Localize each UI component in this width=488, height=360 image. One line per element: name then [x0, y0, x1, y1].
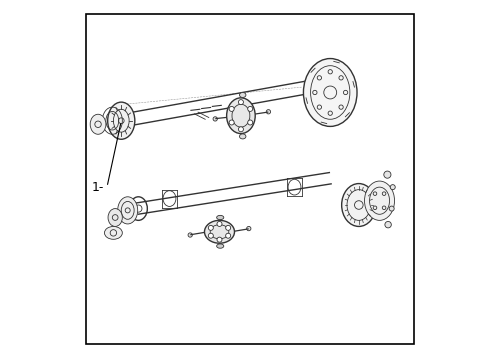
Circle shape — [247, 107, 252, 111]
Circle shape — [213, 117, 217, 121]
Text: 1-: 1- — [92, 181, 104, 194]
Circle shape — [238, 100, 243, 105]
Ellipse shape — [226, 98, 255, 134]
Ellipse shape — [239, 93, 245, 98]
Circle shape — [247, 120, 252, 125]
Circle shape — [389, 185, 394, 190]
Circle shape — [384, 221, 390, 228]
Circle shape — [229, 120, 234, 125]
Ellipse shape — [303, 59, 356, 126]
Circle shape — [225, 233, 230, 238]
Ellipse shape — [90, 114, 106, 134]
Ellipse shape — [364, 181, 394, 220]
Circle shape — [208, 233, 213, 238]
Ellipse shape — [108, 208, 122, 226]
Circle shape — [217, 221, 222, 226]
Circle shape — [229, 107, 234, 111]
Ellipse shape — [341, 184, 375, 226]
Ellipse shape — [118, 197, 138, 224]
Circle shape — [266, 110, 270, 114]
Circle shape — [208, 225, 213, 230]
Ellipse shape — [204, 220, 234, 243]
Circle shape — [217, 237, 222, 242]
Circle shape — [383, 171, 390, 178]
Ellipse shape — [239, 134, 245, 139]
Circle shape — [388, 206, 393, 211]
Circle shape — [238, 127, 243, 132]
Ellipse shape — [104, 226, 122, 239]
Circle shape — [246, 226, 250, 231]
Ellipse shape — [216, 215, 224, 220]
Ellipse shape — [107, 102, 135, 139]
Circle shape — [188, 233, 192, 237]
Ellipse shape — [216, 244, 224, 248]
Circle shape — [225, 225, 230, 230]
